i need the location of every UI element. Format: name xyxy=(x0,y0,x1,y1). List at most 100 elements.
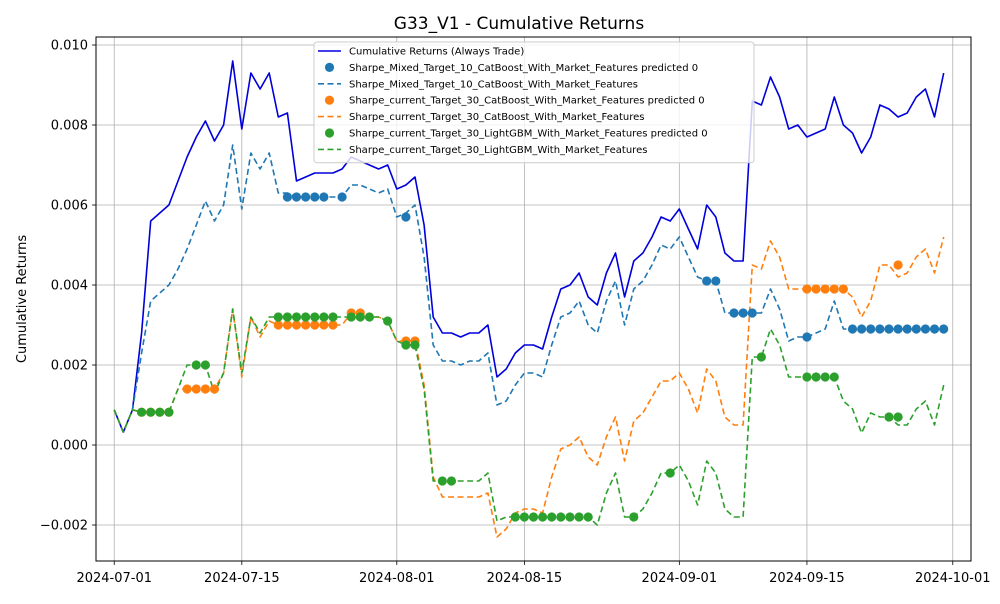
marker-point-2 xyxy=(301,312,311,322)
marker-point-2 xyxy=(328,312,338,322)
marker-point-0 xyxy=(893,324,903,334)
marker-point-2 xyxy=(200,360,210,370)
predicted-zero-markers xyxy=(136,192,949,522)
x-tick-label: 2024-07-01 xyxy=(76,571,152,586)
marker-point-1 xyxy=(310,320,320,330)
x-tick-label: 2024-08-01 xyxy=(359,571,435,586)
y-tick-label: 0.004 xyxy=(51,279,88,294)
marker-point-2 xyxy=(401,340,411,350)
marker-point-2 xyxy=(538,512,548,522)
marker-point-2 xyxy=(665,468,675,478)
marker-point-2 xyxy=(355,312,365,322)
legend-entry-label: Cumulative Returns (Always Trade) xyxy=(349,47,524,58)
marker-point-1 xyxy=(829,284,839,294)
series-line-3 xyxy=(113,308,945,526)
marker-point-1 xyxy=(328,320,338,330)
y-axis-label: Cumulative Returns xyxy=(15,235,30,363)
marker-point-2 xyxy=(346,312,356,322)
y-tick-label: 0.002 xyxy=(51,359,88,374)
marker-point-2 xyxy=(884,412,894,422)
marker-point-2 xyxy=(583,512,593,522)
marker-point-2 xyxy=(383,316,393,326)
legend-box xyxy=(313,41,755,164)
marker-point-0 xyxy=(929,324,940,334)
y-tick-label: 0.010 xyxy=(51,39,88,54)
series-line-0 xyxy=(113,60,945,434)
marker-point-2 xyxy=(291,312,302,322)
y-axis-ticks: −0.002 0.000 0.002 0.004 0.006 0.008 0.010 xyxy=(40,39,96,534)
marker-point-0 xyxy=(729,308,739,318)
marker-point-1 xyxy=(191,384,201,394)
marker-point-0 xyxy=(401,212,411,222)
y-tick-label: 0.008 xyxy=(51,119,88,134)
series-line-2 xyxy=(113,236,945,538)
y-tick-label: 0.006 xyxy=(51,199,88,214)
marker-point-0 xyxy=(310,192,320,202)
marker-point-2 xyxy=(802,372,812,382)
x-tick-label: 2024-08-15 xyxy=(487,571,563,586)
x-tick-label: 2024-09-15 xyxy=(769,571,845,586)
marker-point-0 xyxy=(847,324,858,334)
marker-point-0 xyxy=(301,192,311,202)
marker-point-1 xyxy=(282,320,293,330)
marker-point-2 xyxy=(811,372,821,382)
marker-point-2 xyxy=(528,512,539,522)
series-line-1 xyxy=(113,144,944,434)
plot-frame xyxy=(95,36,972,562)
marker-point-0 xyxy=(282,192,293,202)
marker-point-2 xyxy=(437,476,447,486)
marker-point-2 xyxy=(364,312,375,322)
marker-point-0 xyxy=(747,308,757,318)
legend-entry-label: Sharpe_current_Target_30_CatBoost_With_M… xyxy=(349,96,705,107)
marker-point-1 xyxy=(209,384,220,394)
legend-entry-label: Sharpe_Mixed_Target_10_CatBoost_With_Mar… xyxy=(349,79,638,90)
marker-point-0 xyxy=(337,192,347,202)
marker-point-2 xyxy=(191,360,201,370)
marker-point-1 xyxy=(319,320,329,330)
marker-point-2 xyxy=(820,372,830,382)
marker-point-0 xyxy=(857,324,867,334)
x-tick-label: 2024-09-01 xyxy=(642,571,718,586)
marker-point-1 xyxy=(802,284,812,294)
marker-point-1 xyxy=(811,284,821,294)
marker-point-2 xyxy=(565,512,575,522)
marker-point-1 xyxy=(838,284,848,294)
marker-point-2 xyxy=(273,312,283,322)
marker-point-2 xyxy=(556,512,566,522)
legend-entry-label: Sharpe_current_Target_30_LightGBM_With_M… xyxy=(349,129,708,140)
marker-point-0 xyxy=(920,324,931,334)
legend-entry-label: Sharpe_current_Target_30_LightGBM_With_M… xyxy=(349,145,647,156)
marker-point-2 xyxy=(547,512,557,522)
marker-point-1 xyxy=(273,320,283,330)
marker-point-1 xyxy=(301,320,311,330)
marker-point-2 xyxy=(155,407,165,417)
marker-point-0 xyxy=(738,308,748,318)
marker-point-2 xyxy=(310,312,320,322)
marker-point-0 xyxy=(902,324,912,334)
chart-title: G33_V1 - Cumulative Returns xyxy=(394,14,645,34)
marker-point-0 xyxy=(291,192,302,202)
marker-point-2 xyxy=(282,312,293,322)
marker-point-2 xyxy=(146,407,156,417)
marker-point-2 xyxy=(893,412,903,422)
marker-point-2 xyxy=(574,512,584,522)
marker-point-1 xyxy=(291,320,302,330)
marker-point-1 xyxy=(200,384,210,394)
marker-point-2 xyxy=(164,407,174,417)
marker-point-2 xyxy=(510,512,520,522)
marker-point-0 xyxy=(884,324,894,334)
marker-point-2 xyxy=(756,352,766,362)
legend-swatch-marker xyxy=(324,128,335,138)
marker-point-2 xyxy=(629,512,639,522)
marker-point-2 xyxy=(136,407,147,417)
marker-point-0 xyxy=(802,332,812,342)
marker-point-0 xyxy=(319,192,329,202)
marker-point-0 xyxy=(875,324,885,334)
marker-point-1 xyxy=(182,384,192,394)
legend-entry-label: Sharpe_current_Target_30_CatBoost_With_M… xyxy=(349,112,645,123)
marker-point-1 xyxy=(893,260,903,270)
x-axis-ticks: 2024-07-01 2024-07-15 2024-08-01 2024-08-15… xyxy=(76,561,991,586)
marker-point-2 xyxy=(519,512,529,522)
